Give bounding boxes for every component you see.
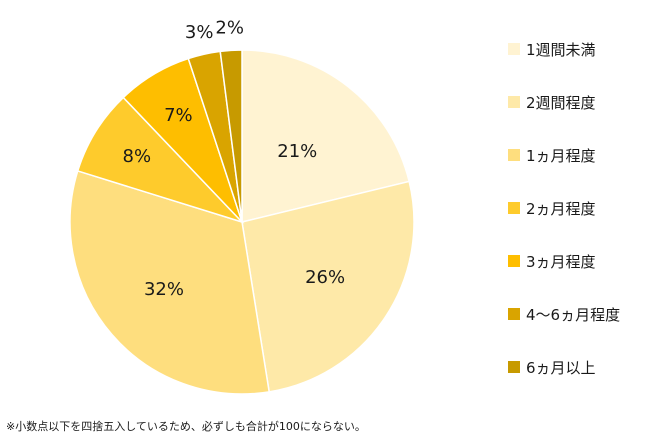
chart-legend: 1週間未満 2週間程度 1ヵ月程度 2ヵ月程度 3ヵ月程度 4～6ヵ月程度 6ヵ月以上 (508, 36, 620, 407)
legend-item-4: 2ヵ月程度 (508, 195, 620, 221)
legend-label: 2ヵ月程度 (526, 199, 596, 218)
legend-item-6: 4～6ヵ月程度 (508, 301, 620, 327)
legend-swatch (508, 149, 520, 161)
legend-item-7: 6ヵ月以上 (508, 354, 620, 380)
legend-label: 3ヵ月程度 (526, 252, 596, 271)
legend-label: 1ヵ月程度 (526, 146, 596, 165)
pie-slice-label-5: 7% (164, 105, 193, 126)
pie-slice-3 (69, 169, 271, 395)
legend-swatch (508, 96, 520, 108)
pie-slices (69, 49, 415, 395)
legend-item-3: 1ヵ月程度 (508, 142, 620, 168)
legend-swatch (508, 308, 520, 320)
pie-slice-label-4: 8% (123, 146, 152, 167)
legend-swatch (508, 255, 520, 267)
pie-slice-7 (219, 49, 243, 223)
legend-swatch (508, 361, 520, 373)
legend-label: 6ヵ月以上 (526, 358, 596, 377)
legend-label: 4～6ヵ月程度 (526, 305, 621, 324)
legend-swatch (508, 43, 520, 55)
pie-slice-label-7: 2% (215, 18, 244, 39)
pie-slice-label-3: 32% (144, 279, 184, 300)
pie-slice-label-2: 26% (305, 267, 345, 288)
legend-label: 1週間未満 (526, 40, 596, 59)
pie-slice-1 (241, 49, 411, 223)
legend-item-1: 1週間未満 (508, 36, 620, 62)
legend-item-5: 3ヵ月程度 (508, 248, 620, 274)
pie-slice-2 (241, 180, 415, 393)
legend-item-2: 2週間程度 (508, 89, 620, 115)
footnote: ※小数点以下を四捨五入しているため、必ずしも合計が100にならない。 (6, 420, 366, 433)
pie-slice-label-1: 21% (277, 141, 317, 162)
legend-label: 2週間程度 (526, 93, 596, 112)
pie-slice-labels: 21% 26% 32% 8% 7% 3% 2% (123, 18, 346, 301)
pie-slice-label-6: 3% (185, 22, 214, 43)
legend-swatch (508, 202, 520, 214)
